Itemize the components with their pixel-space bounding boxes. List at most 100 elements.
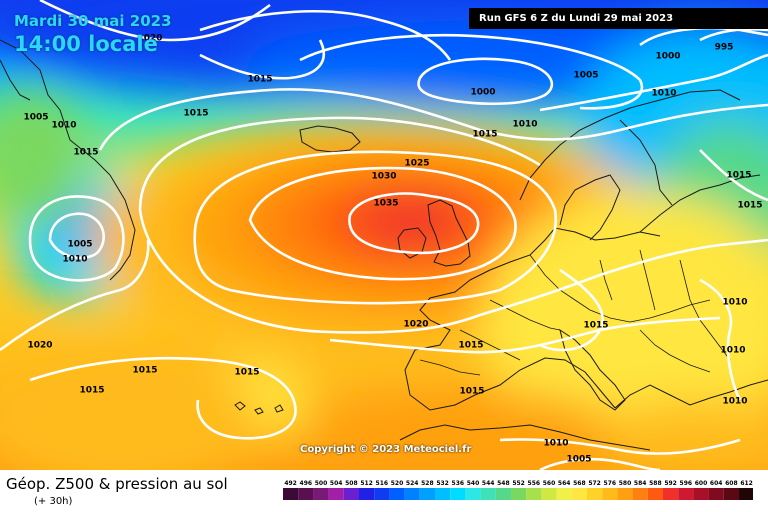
legend-swatch bbox=[511, 488, 527, 500]
isobar-1005-south bbox=[539, 457, 661, 470]
isobar-label: 1000 bbox=[655, 52, 680, 62]
isobar-label: 1010 bbox=[62, 255, 87, 265]
isobar-1005-low bbox=[48, 212, 106, 260]
isobar-label: 1005 bbox=[67, 240, 92, 250]
parameter-title: Géop. Z500 & pression au sol bbox=[6, 475, 228, 493]
legend-swatch bbox=[632, 488, 648, 500]
isobar-label: 1010 bbox=[722, 397, 747, 407]
legend-value: 592 bbox=[664, 480, 677, 487]
isobar-1035 bbox=[348, 192, 480, 255]
isobar-1010-east bbox=[699, 278, 742, 401]
legend-swatch bbox=[298, 488, 314, 500]
legend-value: 564 bbox=[558, 480, 571, 487]
legend-swatch bbox=[723, 488, 739, 500]
legend-value: 604 bbox=[710, 480, 723, 487]
isobar-label: 1015 bbox=[737, 201, 762, 211]
legend-swatch bbox=[359, 488, 375, 500]
isobar-1020 bbox=[138, 116, 768, 334]
isobar-1010-low bbox=[28, 195, 125, 282]
legend-value: 492 bbox=[284, 480, 297, 487]
legend-value: 556 bbox=[528, 480, 541, 487]
isobar-label: 1020 bbox=[27, 341, 52, 351]
legend-swatch bbox=[419, 488, 435, 500]
legend-value: 520 bbox=[391, 480, 404, 487]
legend-swatch bbox=[374, 488, 390, 500]
legend-value: 576 bbox=[604, 480, 617, 487]
legend-value: 496 bbox=[300, 480, 313, 487]
isobar-1010 bbox=[199, 10, 768, 112]
legend-swatch bbox=[739, 488, 753, 500]
isobar-label: 1010 bbox=[51, 121, 76, 131]
isobar-1015-east bbox=[699, 149, 768, 202]
legend-value: 524 bbox=[406, 480, 419, 487]
forecast-local-time: 14:00 locale bbox=[14, 32, 158, 56]
isobar-1030 bbox=[248, 166, 517, 281]
isobar-1015-south bbox=[29, 356, 297, 440]
legend-swatch bbox=[693, 488, 709, 500]
isobar-label: 1030 bbox=[371, 172, 396, 182]
isobar-1000 bbox=[417, 57, 554, 106]
legend-value: 568 bbox=[573, 480, 586, 487]
legend-swatch bbox=[465, 488, 481, 500]
copyright-notice: Copyright © 2023 Meteociel.fr bbox=[300, 444, 472, 455]
isobar-1015-nw bbox=[199, 39, 326, 80]
legend-value: 504 bbox=[330, 480, 343, 487]
isobar-label: 1015 bbox=[234, 368, 259, 378]
legend-swatch bbox=[313, 488, 329, 500]
legend-swatch bbox=[328, 488, 344, 500]
legend-value: 596 bbox=[680, 480, 693, 487]
legend-swatch bbox=[678, 488, 694, 500]
legend-swatch bbox=[526, 488, 542, 500]
legend-value: 540 bbox=[467, 480, 480, 487]
color-legend: 492 496 500 504 508 512 516 520 524 528 532 536 540 5… bbox=[283, 480, 753, 500]
legend-value: 572 bbox=[588, 480, 601, 487]
isobar-1020-west bbox=[0, 239, 150, 352]
isobar-label: 1015 bbox=[459, 387, 484, 397]
isobar-label: 1005 bbox=[23, 113, 48, 123]
legend-swatch bbox=[541, 488, 557, 500]
legend-value: 512 bbox=[360, 480, 373, 487]
legend-swatch bbox=[663, 488, 679, 500]
legend-value: 600 bbox=[695, 480, 708, 487]
footer-bar: Géop. Z500 & pression au sol (+ 30h) 492… bbox=[0, 470, 768, 512]
isobar-label: 1015 bbox=[132, 366, 157, 376]
legend-swatch bbox=[556, 488, 572, 500]
map-canvas: 1020101510051010101510151005101010201015… bbox=[0, 0, 768, 470]
coastlines bbox=[0, 39, 768, 451]
legend-swatch bbox=[602, 488, 618, 500]
legend-swatch bbox=[480, 488, 496, 500]
isobar-label: 995 bbox=[715, 43, 734, 53]
legend-value: 548 bbox=[497, 480, 510, 487]
isobar-label: 1020 bbox=[137, 34, 162, 44]
legend-swatch bbox=[571, 488, 587, 500]
isobar-1010-south bbox=[499, 438, 741, 455]
isobar-label: 1010 bbox=[543, 439, 568, 449]
legend-value: 528 bbox=[421, 480, 434, 487]
legend-swatch bbox=[435, 488, 451, 500]
legend-swatch bbox=[587, 488, 603, 500]
isobar-label: 1010 bbox=[722, 298, 747, 308]
isobar-label: 1000 bbox=[470, 88, 495, 98]
isobar-label: 1015 bbox=[472, 130, 497, 140]
isobar-1020-nw bbox=[39, 0, 271, 42]
isobar-label: 1010 bbox=[720, 346, 745, 356]
legend-value: 612 bbox=[740, 480, 753, 487]
legend-swatch bbox=[450, 488, 466, 500]
forecast-date: Mardi 30 mai 2023 bbox=[14, 12, 172, 30]
isobar-label: 1005 bbox=[566, 455, 591, 465]
isobar-label: 1015 bbox=[247, 75, 272, 85]
legend-value: 508 bbox=[345, 480, 358, 487]
legend-value: 544 bbox=[482, 480, 495, 487]
isobar-label: 1015 bbox=[73, 148, 98, 158]
legend-value: 536 bbox=[452, 480, 465, 487]
isobar-995 bbox=[699, 28, 768, 42]
weather-map: 1020 1015 1005 1010 1015 1015 1005 1010 1020 1015… bbox=[0, 0, 768, 470]
isobars bbox=[0, 0, 768, 470]
isobar-label: 1010 bbox=[512, 120, 537, 130]
legend-value: 608 bbox=[725, 480, 738, 487]
legend-swatch bbox=[404, 488, 420, 500]
isobar-1015-iberia bbox=[329, 316, 721, 354]
isobar-1015-north bbox=[98, 88, 768, 151]
legend-value: 588 bbox=[649, 480, 662, 487]
legend-swatch bbox=[617, 488, 633, 500]
